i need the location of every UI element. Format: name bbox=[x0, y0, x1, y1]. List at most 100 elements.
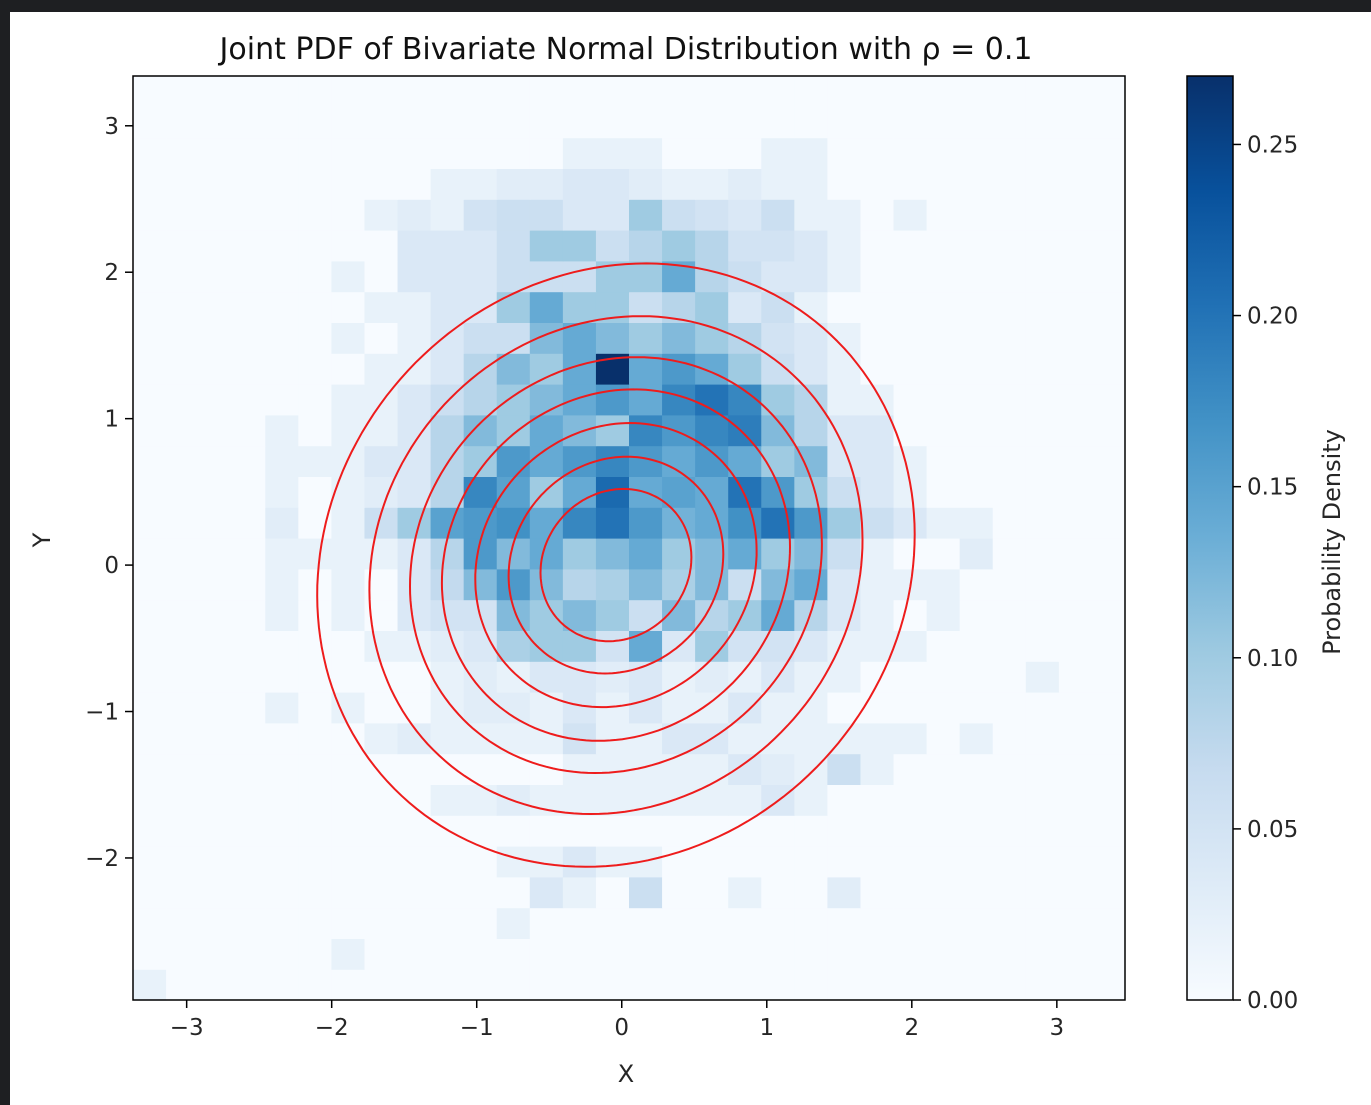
heatmap-cell bbox=[430, 661, 465, 693]
heatmap-cell bbox=[1025, 76, 1060, 108]
heatmap-cell bbox=[265, 661, 299, 693]
heatmap bbox=[133, 76, 1126, 1001]
heatmap-cell bbox=[695, 76, 729, 108]
heatmap-cell bbox=[1058, 938, 1093, 970]
plot-area-frame bbox=[132, 75, 1126, 1001]
heatmap-cell bbox=[397, 568, 432, 601]
heatmap-cell bbox=[893, 722, 928, 755]
heatmap-cell bbox=[992, 137, 1027, 169]
heatmap-cell bbox=[364, 692, 399, 724]
heatmap-cell bbox=[728, 907, 762, 939]
heatmap-cell bbox=[397, 291, 432, 323]
heatmap-cell bbox=[794, 568, 828, 601]
heatmap-cell bbox=[430, 106, 465, 139]
heatmap-cell bbox=[662, 907, 696, 939]
heatmap-cell bbox=[364, 76, 399, 108]
heatmap-cell bbox=[166, 692, 200, 724]
heatmap-cell bbox=[133, 353, 167, 385]
heatmap-cell bbox=[1058, 476, 1093, 508]
heatmap-cell bbox=[959, 599, 994, 631]
heatmap-cell bbox=[364, 815, 399, 847]
heatmap-cell bbox=[1025, 168, 1060, 200]
heatmap-cell bbox=[133, 599, 167, 631]
heatmap-cell bbox=[166, 907, 200, 939]
heatmap-cell bbox=[728, 168, 762, 200]
chart-title: Joint PDF of Bivariate Normal Distributi… bbox=[218, 32, 1033, 67]
heatmap-cell bbox=[1058, 661, 1093, 693]
heatmap-cell bbox=[397, 969, 432, 1001]
heatmap-cell bbox=[662, 969, 696, 1001]
heatmap-cell bbox=[199, 692, 233, 724]
heatmap-cell bbox=[992, 876, 1027, 909]
heatmap-cell bbox=[232, 969, 266, 1001]
heatmap-cell bbox=[629, 168, 663, 200]
heatmap-cell bbox=[860, 414, 895, 447]
heatmap-cell bbox=[529, 76, 564, 108]
heatmap-cell bbox=[1025, 753, 1060, 785]
heatmap-cell bbox=[463, 692, 498, 724]
heatmap-cell bbox=[1058, 753, 1093, 785]
heatmap-cell bbox=[959, 846, 994, 878]
heatmap-cell bbox=[595, 907, 630, 939]
heatmap-cell bbox=[761, 260, 795, 293]
heatmap-cell bbox=[331, 260, 366, 293]
heatmap-cell bbox=[166, 599, 200, 631]
heatmap-cell bbox=[265, 568, 299, 601]
heatmap-cell bbox=[331, 168, 366, 200]
heatmap-cell bbox=[232, 907, 266, 939]
heatmap-cell bbox=[1091, 137, 1126, 169]
heatmap-cell bbox=[959, 815, 994, 847]
heatmap-cell bbox=[1025, 784, 1060, 816]
heatmap-cell bbox=[926, 568, 961, 601]
heatmap-cell bbox=[959, 168, 994, 200]
heatmap-cell bbox=[430, 846, 465, 878]
heatmap-cell bbox=[595, 76, 630, 108]
heatmap-cell bbox=[265, 137, 299, 169]
heatmap-cell bbox=[496, 476, 531, 508]
heatmap-cell bbox=[629, 76, 663, 108]
heatmap-cell bbox=[397, 260, 432, 293]
heatmap-cell bbox=[827, 538, 862, 570]
heatmap-cell bbox=[199, 106, 233, 139]
heatmap-cell bbox=[926, 538, 961, 570]
heatmap-cell bbox=[728, 784, 762, 816]
heatmap-cell bbox=[761, 137, 795, 169]
heatmap-cell bbox=[662, 938, 696, 970]
heatmap-cell bbox=[959, 907, 994, 939]
heatmap-cell bbox=[199, 322, 233, 354]
heatmap-cell bbox=[893, 938, 928, 970]
heatmap-cell bbox=[695, 907, 729, 939]
heatmap-cell bbox=[926, 384, 961, 416]
heatmap-cell bbox=[496, 322, 531, 354]
heatmap-cell bbox=[232, 815, 266, 847]
heatmap-cell bbox=[1025, 291, 1060, 323]
heatmap-cell bbox=[1058, 538, 1093, 570]
heatmap-cell bbox=[827, 230, 862, 262]
heatmap-cell bbox=[430, 568, 465, 601]
heatmap-cell bbox=[232, 230, 266, 262]
heatmap-cell bbox=[529, 199, 564, 231]
heatmap-cell bbox=[331, 322, 366, 354]
heatmap-cell bbox=[430, 76, 465, 108]
heatmap-cell bbox=[496, 753, 531, 785]
heatmap-cell bbox=[1025, 353, 1060, 385]
heatmap-cell bbox=[298, 230, 332, 262]
heatmap-cell bbox=[397, 322, 432, 354]
heatmap-cell bbox=[298, 199, 332, 231]
heatmap-cell bbox=[728, 414, 762, 447]
heatmap-cell bbox=[463, 199, 498, 231]
heatmap-cell bbox=[728, 815, 762, 847]
heatmap-cell bbox=[893, 907, 928, 939]
heatmap-cell bbox=[331, 630, 366, 662]
heatmap-cell bbox=[959, 384, 994, 416]
heatmap-cell bbox=[298, 168, 332, 200]
heatmap-cell bbox=[893, 661, 928, 693]
heatmap-cell bbox=[926, 630, 961, 662]
heatmap-cell bbox=[992, 969, 1027, 1001]
heatmap-cell bbox=[761, 384, 795, 416]
heatmap-cell bbox=[364, 291, 399, 323]
heatmap-cell bbox=[959, 538, 994, 570]
heatmap-cell bbox=[199, 353, 233, 385]
heatmap-cell bbox=[794, 661, 828, 693]
heatmap-cell bbox=[562, 568, 597, 601]
